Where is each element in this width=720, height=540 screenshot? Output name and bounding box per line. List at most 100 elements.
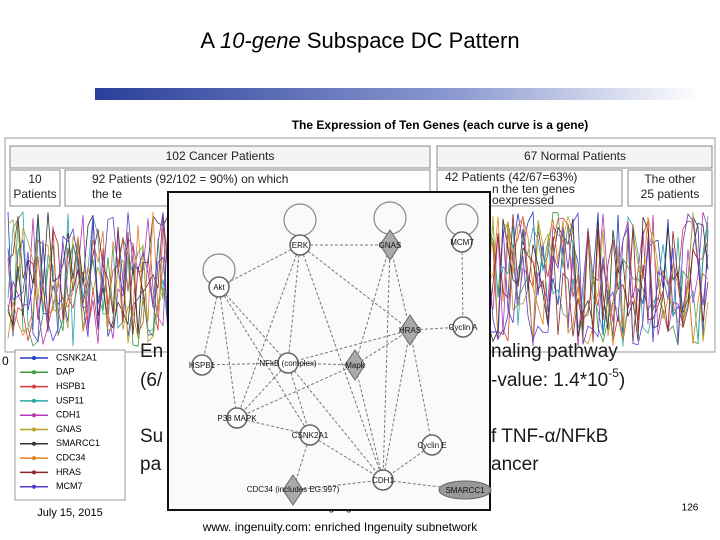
network-edge	[218, 286, 311, 436]
network-edge	[236, 364, 356, 419]
group-box	[9, 169, 61, 207]
legend-label: CSNK2A1	[56, 352, 97, 362]
network-edge	[409, 326, 464, 331]
legend-label: USP11	[56, 395, 84, 405]
group-label: Patients	[13, 187, 56, 201]
text-fragment: Su	[140, 426, 163, 447]
cancer-header: 102 Cancer Patients	[166, 149, 275, 163]
network-edge	[218, 286, 238, 419]
network-node	[344, 349, 366, 381]
legend-label: CDH1	[56, 410, 81, 420]
node-label: GNAS	[379, 241, 402, 250]
legend-label: HSPB1	[56, 381, 86, 391]
text-part: -value: 1.4*10	[491, 370, 608, 391]
title-bar	[95, 88, 700, 100]
network-edge	[201, 362, 289, 366]
network-edge	[236, 362, 289, 419]
network-node	[282, 474, 304, 506]
network-node	[421, 434, 443, 456]
text-fragment: f TNF-α/NFkB	[491, 426, 608, 447]
group-label: 42 Patients (42/67=63%)	[445, 170, 577, 184]
network-edge	[287, 362, 384, 481]
legend-marker	[32, 484, 36, 489]
legend-label: SMARCC1	[56, 438, 100, 448]
node-label: SMARCC1	[445, 486, 485, 495]
node-label: Akt	[213, 283, 225, 292]
legend-marker	[32, 398, 36, 403]
group-label: 92 Patients (92/102 = 90%) on which	[92, 172, 288, 186]
group-label: oexpressed	[492, 193, 554, 207]
network-node	[226, 407, 248, 429]
legend-label: DAP	[56, 367, 75, 377]
network-edge	[236, 244, 301, 419]
superscript: -5	[608, 366, 619, 380]
network-edge	[389, 244, 411, 331]
network-edge	[287, 362, 311, 436]
network-edge	[218, 286, 289, 364]
network-node	[299, 424, 321, 446]
slide-title: A 10-gene Subspace DC Pattern	[200, 28, 519, 53]
network-node	[379, 229, 401, 261]
text-part: )	[619, 370, 625, 391]
group-label: 25 patients	[641, 187, 700, 201]
legend-label: MCM7	[56, 481, 83, 491]
group-label: 10	[28, 172, 42, 186]
node-label: CDH1	[372, 476, 394, 485]
network-node	[191, 354, 213, 376]
text-fragment: naling pathway	[491, 341, 618, 362]
header-box	[436, 145, 713, 169]
header-box	[9, 145, 431, 169]
node-label: P38 MAPK	[217, 414, 257, 423]
node-label: MCM7	[450, 238, 474, 247]
network-node	[399, 314, 421, 346]
network-node	[289, 234, 311, 256]
network-edge	[201, 286, 220, 366]
legend-marker	[32, 441, 36, 446]
legend-marker	[32, 384, 36, 389]
text-fragment: ancer	[491, 454, 539, 475]
network-edge	[299, 244, 384, 481]
network-edge	[236, 417, 311, 436]
group-box	[627, 169, 713, 207]
text-fragment: (6/	[140, 370, 163, 391]
network-edge	[309, 434, 384, 481]
network-node	[208, 276, 230, 298]
network-node	[277, 352, 299, 374]
network-frame	[167, 191, 491, 511]
title-part: A	[200, 28, 220, 53]
body-text: En naling pathway (6/ -value: 1.4*10-5) …	[140, 341, 625, 475]
text-fragment: pa	[140, 454, 162, 475]
group-label: n the ten genes	[492, 182, 575, 196]
network-node	[372, 469, 394, 491]
network-edge	[382, 244, 391, 481]
title-emphasis: 10-gene	[220, 28, 301, 53]
node-label: HSPB1	[189, 361, 216, 370]
node-label: NFkB (complex)	[259, 359, 317, 368]
legend-marker	[32, 456, 36, 461]
node-label: HRAS	[399, 326, 421, 335]
axis-label: 0	[2, 354, 9, 368]
legend-marker	[32, 427, 36, 432]
legend-box	[14, 349, 126, 501]
title-part: Subspace DC Pattern	[301, 28, 520, 53]
page-number: 126	[682, 503, 699, 514]
normal-header: 67 Normal Patients	[524, 149, 626, 163]
network-edge	[287, 362, 356, 366]
network-edge	[409, 329, 433, 446]
legend-label: GNAS	[56, 424, 82, 434]
legend-marker	[32, 370, 36, 375]
network-edge	[354, 329, 411, 366]
network-edge	[218, 244, 301, 288]
group-label: the te	[92, 187, 122, 201]
chart-title: The Expression of Ten Genes (each curve …	[292, 118, 589, 132]
footer-date: July 15, 2015	[37, 507, 102, 519]
network-edge	[292, 479, 384, 491]
network-caption: www. ingenuity.com: enriched Ingenuity s…	[202, 520, 479, 534]
node-label: Mapk	[345, 361, 366, 370]
legend: CSNK2A1 DAP HSPB1 USP11 CDH1 GNAS SMARCC1 CDC34…	[20, 352, 100, 491]
network-edge	[382, 479, 466, 491]
text-fragment: -value: 1.4*10-5)	[491, 366, 625, 391]
text-fragment: En	[140, 341, 163, 362]
